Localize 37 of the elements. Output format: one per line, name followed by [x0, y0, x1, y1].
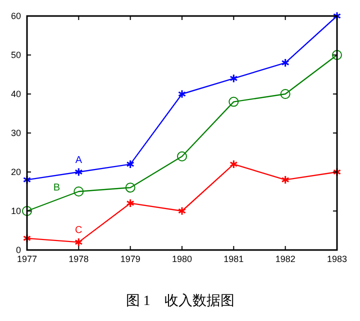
x-tick-label: 1980 [172, 254, 192, 264]
y-tick-label: 60 [10, 11, 21, 21]
point [230, 74, 238, 83]
x-tick-label: 1982 [275, 254, 296, 264]
point [178, 206, 186, 216]
text: 图 1 收入数据图 [126, 293, 234, 309]
y-tick-label: 50 [10, 50, 21, 60]
point [230, 160, 238, 169]
x-tick-label: 1979 [120, 254, 140, 264]
point [126, 160, 134, 169]
point [281, 58, 290, 68]
series-label: A [75, 155, 82, 166]
y-tick-label: 10 [10, 206, 21, 216]
series-label: C [75, 225, 82, 236]
point [332, 167, 342, 177]
point [228, 96, 239, 107]
y-tick-label: 20 [10, 167, 21, 177]
point [280, 89, 290, 99]
y-tick-label: 30 [10, 128, 21, 138]
point [177, 151, 187, 162]
point [126, 198, 134, 208]
point [332, 50, 342, 60]
point [178, 89, 186, 99]
x-tick-label: 1983 [326, 254, 348, 264]
point [125, 182, 136, 193]
y-tick-label: 40 [10, 89, 21, 99]
point [22, 206, 32, 216]
point [74, 167, 83, 177]
y-tick-label: 0 [16, 245, 21, 255]
point [74, 238, 83, 247]
x-tick-label: 1981 [224, 254, 244, 264]
x-tick-label: 1977 [16, 254, 38, 264]
x-tick-label: 1978 [68, 254, 89, 264]
series-label: B [53, 182, 60, 194]
point [74, 186, 84, 196]
point [281, 175, 290, 184]
point [332, 11, 342, 21]
